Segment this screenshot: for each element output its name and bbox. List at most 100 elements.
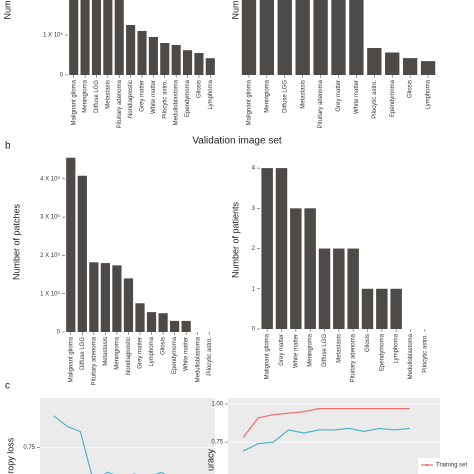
bar	[89, 262, 99, 332]
bar	[385, 52, 400, 75]
bar	[402, 58, 418, 75]
line	[242, 408, 410, 438]
panel	[228, 398, 440, 474]
bar	[135, 303, 145, 332]
y-axis-label: Number of patches	[11, 203, 21, 280]
x-tick-label: Malignant glioma	[247, 79, 253, 125]
x-tick-label: Nondiagnostic	[126, 337, 132, 375]
y-tick-label: 4 X 10⁵	[40, 175, 60, 182]
section-title: Validation image set	[192, 136, 282, 147]
y-axis-label: uracy	[205, 449, 215, 472]
x-tick-label: Medulloblastoma	[408, 333, 414, 379]
y-tick-label: 2 X 10⁵	[40, 252, 60, 259]
x-tick-label: Pituitary adenoma	[351, 333, 357, 382]
bar	[241, 0, 257, 75]
bar	[295, 0, 310, 75]
y-tick-label: 3	[252, 206, 256, 212]
bar	[148, 37, 158, 75]
x-tick-label: Grey matter	[336, 80, 342, 112]
x-tick-label: Pilocytic astro.	[207, 337, 213, 376]
x-tick-label: Ependymoma	[390, 79, 396, 117]
x-tick-label: Lymphoma	[394, 333, 400, 363]
x-tick-label: Malignant glioma	[71, 79, 77, 125]
x-tick-label: Grey matter	[279, 334, 285, 366]
bar	[275, 168, 288, 329]
bar	[91, 0, 102, 75]
x-tick-label: Metastasis	[336, 334, 342, 363]
bar	[390, 288, 402, 329]
panel	[40, 398, 215, 474]
x-tick-label: Malignant glioma	[265, 333, 271, 379]
bar	[80, 0, 90, 75]
x-tick-label: Malignant glioma	[68, 336, 74, 382]
x-tick-label: Meningioma	[264, 79, 270, 112]
line	[53, 415, 166, 474]
bar	[259, 0, 275, 75]
x-tick-label: Diffuse LGG	[80, 337, 86, 370]
bar	[376, 288, 388, 329]
bar	[77, 175, 87, 332]
bar	[313, 0, 328, 75]
x-tick-label: Grey matter	[138, 337, 144, 369]
x-tick-label: White matter	[184, 337, 190, 371]
x-tick-label: Lymphoma	[426, 79, 432, 109]
y-tick-label: 1 X 10⁵	[40, 290, 60, 297]
bar	[420, 61, 436, 75]
x-tick-label: Pituitary adenoma	[91, 336, 97, 385]
x-tick-label: Gliosis	[197, 80, 203, 98]
bar	[261, 168, 273, 329]
y-axis-label: Num	[2, 0, 12, 19]
x-tick-label: Gliosis	[408, 80, 414, 98]
bar	[277, 0, 292, 75]
y-tick-label: 0.75	[211, 440, 223, 446]
bar	[181, 320, 191, 332]
bar	[367, 48, 382, 75]
bar	[123, 278, 134, 332]
bar	[182, 50, 193, 75]
bar	[160, 43, 170, 75]
x-tick-label: Pituitary adenoma	[318, 79, 324, 128]
x-tick-label: Meningioma	[115, 336, 121, 369]
y-tick-label: 1	[252, 286, 256, 292]
bar	[103, 0, 113, 75]
x-tick-label: Pituitary adenoma	[117, 79, 123, 128]
bar	[347, 248, 359, 329]
bar	[349, 0, 364, 75]
x-tick-label: Pilocytic astro.	[162, 80, 168, 119]
bar	[158, 313, 168, 332]
x-tick-label: Meningioma	[83, 79, 89, 112]
x-tick-label: Ependymoma	[185, 79, 191, 117]
panel-label: c	[5, 381, 10, 392]
bar	[318, 248, 331, 329]
x-tick-label: Lymphoma	[149, 336, 155, 366]
bar	[331, 0, 346, 75]
bar	[146, 312, 157, 332]
bar	[100, 263, 110, 332]
y-tick-label: 1 X 10⁵	[43, 32, 63, 39]
legend-marker	[425, 463, 429, 467]
x-tick-label: Metastasis	[105, 80, 111, 109]
x-tick-label: Diffuse LGG	[94, 80, 100, 113]
bar	[137, 31, 147, 75]
bar	[112, 265, 122, 332]
x-tick-label: Gliosis	[161, 337, 167, 355]
y-tick-label: 0	[60, 73, 64, 79]
x-tick-label: Meningioma	[308, 333, 314, 366]
x-tick-label: Pilocytic astro.	[422, 334, 428, 373]
y-tick-label: 0.75	[23, 445, 35, 451]
y-tick-label: 1.00	[211, 402, 223, 408]
x-tick-label: Metastasis	[300, 80, 306, 109]
x-tick-label: Diffuse LGG	[282, 80, 288, 113]
x-tick-label: Diffuse LGG	[322, 334, 328, 367]
bar	[361, 288, 374, 329]
bar	[126, 25, 136, 75]
y-axis-label: Num	[230, 0, 240, 19]
y-axis-label: Number of patients	[230, 201, 240, 278]
y-tick-label: 0	[252, 327, 256, 333]
y-tick-label: 4	[252, 166, 256, 172]
x-tick-label: Pilocytic astro.	[372, 80, 378, 119]
y-tick-label: 3 X 10⁵	[40, 214, 60, 221]
x-tick-label: Nondiagnostic	[128, 80, 134, 118]
x-tick-label: White matter	[151, 80, 157, 114]
